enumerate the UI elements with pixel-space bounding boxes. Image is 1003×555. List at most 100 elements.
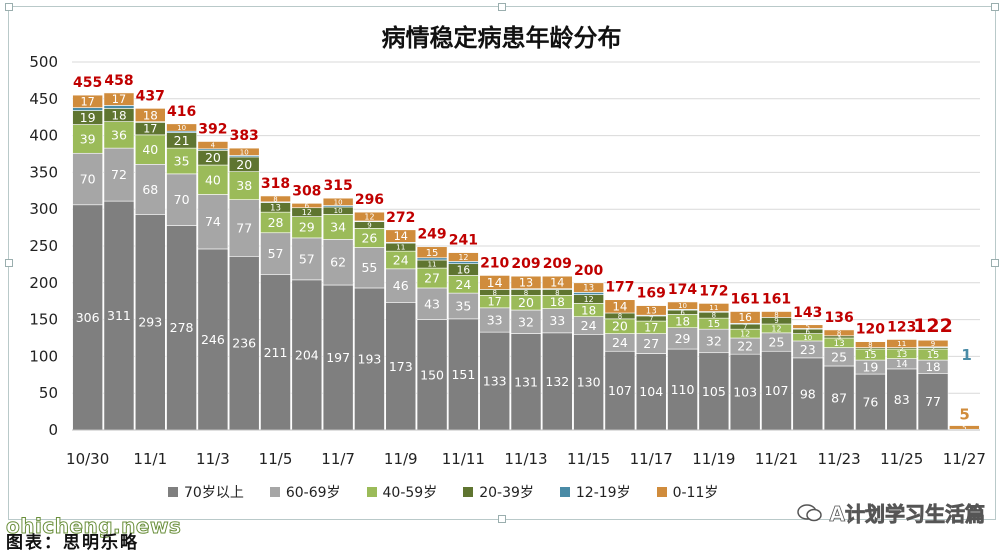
segment-label: 14	[896, 359, 908, 370]
segment-label: 5	[806, 323, 810, 331]
bar-segment	[197, 164, 229, 195]
segment-label: 2	[899, 345, 903, 353]
bar-segment	[385, 302, 417, 431]
segment-label: 62	[330, 255, 346, 270]
segment-label: 236	[232, 336, 256, 351]
resize-handle-middle-right[interactable]	[991, 259, 999, 267]
bar-segment	[698, 352, 730, 431]
segment-label: 55	[361, 260, 377, 275]
segment-label: 13	[519, 276, 533, 289]
segment-label: 28	[268, 215, 284, 230]
bar-segment	[166, 225, 197, 431]
legend-item: 40-59岁	[366, 482, 437, 502]
total-label: 161	[762, 292, 791, 308]
resize-handle-top-center[interactable]	[498, 3, 506, 11]
segment-label: 8	[524, 289, 528, 297]
x-tick-label: 10/30	[66, 450, 109, 468]
total-label: 120	[856, 322, 885, 338]
total-label: 143	[793, 305, 822, 321]
segment-label: 46	[393, 278, 409, 293]
segment-label: 193	[358, 351, 382, 366]
segment-label: 40	[142, 142, 158, 157]
bar-segment	[823, 365, 855, 431]
total-label: 209	[543, 256, 572, 272]
x-tick-label: 11/5	[259, 450, 293, 468]
bar-segment	[729, 311, 761, 324]
segment-label: 33	[549, 313, 565, 328]
x-tick-label: 11/19	[692, 450, 735, 468]
bar-segment	[291, 237, 323, 281]
segment-label: 17	[80, 95, 94, 108]
chart-legend: 70岁以上 60-69岁 40-59岁 20-39岁 12-19岁 0-11岁	[168, 482, 744, 502]
segment-label: 76	[862, 395, 878, 410]
segment-label: 18	[581, 303, 596, 317]
bar-segment	[72, 204, 103, 431]
segment-label: 5	[959, 406, 969, 424]
bar-segment	[604, 350, 636, 431]
resize-handle-top-left[interactable]	[5, 3, 13, 11]
segment-label: 306	[76, 310, 100, 325]
legend-item: 20-39岁	[463, 482, 534, 502]
segment-label: 15	[708, 319, 721, 330]
segment-label: 20	[612, 319, 628, 334]
total-label: 383	[230, 128, 259, 144]
y-tick-label: 250	[29, 237, 58, 255]
segment-label: 34	[330, 219, 346, 234]
legend-item: 70岁以上	[168, 482, 244, 502]
segment-label: 9	[931, 340, 935, 348]
bar-segment	[448, 252, 479, 262]
total-label: 122	[913, 315, 953, 337]
segment-label: 18	[925, 360, 940, 374]
resize-handle-middle-left[interactable]	[5, 259, 13, 267]
segment-label: 6	[806, 328, 811, 336]
segment-label: 4	[211, 142, 216, 150]
legend-swatch	[366, 487, 377, 497]
image-caption: 图表：思明乐略	[6, 533, 139, 553]
wechat-icon	[796, 503, 822, 521]
x-tick-label: 11/23	[817, 450, 860, 468]
segment-label: 103	[733, 385, 757, 400]
segment-label: 17	[488, 296, 502, 309]
bar-segment	[260, 274, 291, 431]
segment-label: 133	[483, 374, 507, 389]
bar-segment	[385, 229, 417, 243]
bar-segment	[792, 324, 824, 329]
bar-segment	[479, 275, 511, 290]
bar-segment	[197, 141, 229, 150]
segment-label: 35	[174, 153, 190, 168]
resize-handle-bottom-center[interactable]	[498, 515, 506, 523]
bar-segment	[197, 194, 229, 250]
segment-label: 9	[367, 222, 371, 230]
bar-segment	[103, 200, 135, 431]
segment-label: 278	[170, 320, 194, 335]
segment-label: 10	[177, 124, 186, 132]
segment-label: 20	[205, 150, 221, 165]
total-label: 174	[668, 282, 697, 298]
y-tick-label: 150	[29, 311, 58, 329]
legend-swatch	[656, 487, 667, 497]
segment-label: 57	[299, 251, 315, 266]
x-tick-label: 11/3	[196, 450, 230, 468]
bar-segment	[416, 319, 448, 431]
legend-item: 12-19岁	[559, 482, 631, 502]
segment-label: 74	[205, 214, 221, 229]
segment-label: 131	[514, 374, 538, 389]
total-label: 455	[73, 75, 102, 91]
chart-title: 病情稳定病患年龄分布	[381, 24, 622, 52]
resize-handle-top-right[interactable]	[991, 3, 999, 11]
segment-label: 29	[675, 331, 691, 346]
total-label: 123	[887, 319, 916, 335]
segment-label: 8	[555, 289, 559, 297]
y-tick-label: 50	[39, 384, 58, 402]
segment-label: 16	[457, 264, 471, 276]
segment-label: 17	[644, 321, 658, 334]
bar-segment	[510, 333, 542, 431]
segment-label: 14	[487, 275, 503, 290]
total-label: 392	[198, 121, 227, 137]
segment-label: 32	[518, 314, 534, 329]
segment-label: 8	[273, 195, 277, 203]
segment-label: 25	[831, 349, 847, 364]
x-tick-label: 11/21	[755, 450, 798, 468]
segment-label: 19	[862, 360, 878, 375]
segment-label: 20	[518, 295, 534, 310]
